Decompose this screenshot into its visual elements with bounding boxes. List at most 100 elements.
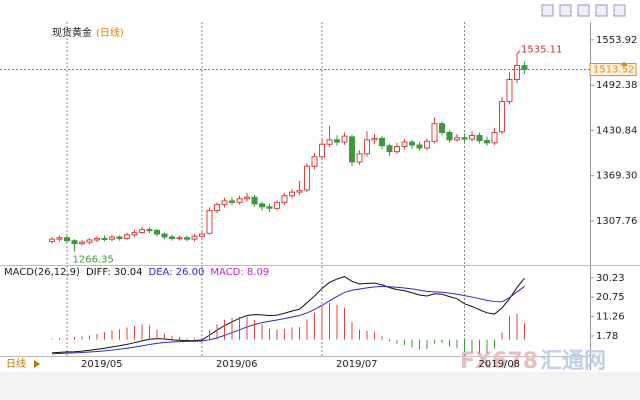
candle-body <box>521 65 528 71</box>
low-annotation: 1266.35 <box>73 254 114 265</box>
candle-body <box>266 206 273 209</box>
period-label[interactable]: 日线 <box>6 357 26 370</box>
candle-body <box>176 237 183 240</box>
y-tick-label: 1492.38 <box>596 80 637 91</box>
candle-body <box>356 153 363 163</box>
macd-line <box>51 276 525 354</box>
candle-body <box>446 131 453 141</box>
x-tick-label: 2019/07 <box>336 359 378 370</box>
candle-body <box>401 141 408 147</box>
candle-body <box>364 139 370 155</box>
candle-body <box>499 101 505 133</box>
candle-body <box>131 232 138 236</box>
legend-entry: DIFF: 30.04 <box>86 267 143 278</box>
candle-body <box>229 200 235 203</box>
y-tick-label: 1553.92 <box>596 35 637 46</box>
y-tick-label: 1430.84 <box>596 125 637 136</box>
candle-body <box>431 123 438 142</box>
candle-body <box>341 135 348 143</box>
candle-body <box>304 165 310 191</box>
candle-body <box>349 136 355 163</box>
toolbar-button[interactable] <box>559 4 572 17</box>
candle-body <box>274 201 280 209</box>
last-price-label: 1513.52 <box>593 65 634 76</box>
legend-entry: DEA: 26.00 <box>149 267 205 278</box>
period-arrow[interactable] <box>34 360 40 368</box>
candle-body <box>484 140 490 144</box>
candle-body <box>56 237 63 240</box>
candle-body <box>64 237 70 242</box>
x-tick-label: 2019/06 <box>216 359 258 370</box>
candle-body <box>319 143 325 158</box>
toolbar-button[interactable] <box>541 4 554 17</box>
candle-body <box>199 233 205 237</box>
chart-title: 现货黄金 <box>52 26 92 39</box>
candle-body <box>94 237 100 241</box>
candle-body <box>281 195 288 203</box>
candle-body <box>191 235 198 240</box>
candle-body <box>139 229 145 234</box>
candle-body <box>409 141 415 146</box>
macd-title: MACD(26,12,9) <box>4 267 80 278</box>
candle-body <box>311 156 318 167</box>
candle-body <box>461 137 468 140</box>
y-tick-label: 11.26 <box>596 312 625 323</box>
candle-body <box>214 204 220 211</box>
high-annotation: 1535.11 <box>521 45 562 56</box>
candle-body <box>71 240 78 245</box>
candle-body <box>439 123 445 133</box>
candle-body <box>221 200 228 206</box>
candle-body <box>251 196 258 205</box>
candle-body <box>334 139 340 143</box>
candle-body <box>154 229 160 235</box>
y-tick-label: 1307.76 <box>596 216 637 227</box>
candle-body <box>424 140 430 149</box>
candle-body <box>184 237 190 240</box>
candle-body <box>476 134 483 142</box>
legend-entry: MACD: 8.09 <box>210 267 269 278</box>
candle-body <box>49 238 55 242</box>
candle-body <box>469 134 475 140</box>
y-tick-label: 1.78 <box>596 331 618 342</box>
candle-body <box>236 198 243 203</box>
toolbar-button[interactable] <box>595 4 608 17</box>
candle-body <box>326 139 333 145</box>
candle-body <box>289 191 295 197</box>
y-tick-label: 20.75 <box>596 292 625 303</box>
candle-body <box>101 237 108 240</box>
watermark-brand: FX678 <box>460 349 538 374</box>
candle-body <box>244 196 250 200</box>
y-tick-label: 1369.30 <box>596 171 637 182</box>
macd-line <box>51 285 525 355</box>
x-tick-label: 2019/05 <box>81 359 123 370</box>
candle-body <box>491 131 498 144</box>
candle-body <box>514 65 520 81</box>
candle-body <box>506 79 513 103</box>
candle-body <box>259 203 265 208</box>
candle-body <box>116 236 123 239</box>
toolbar-button[interactable] <box>613 4 626 17</box>
toolbar-button[interactable] <box>577 4 590 17</box>
toolbar <box>541 4 626 17</box>
candle-body <box>454 137 460 141</box>
high-pointer <box>516 50 521 55</box>
last-price-arrow <box>620 61 628 66</box>
x-tick-label: 2019/08 <box>479 359 521 370</box>
candle-body <box>146 229 153 232</box>
candle-body <box>394 145 400 153</box>
candle-body <box>86 239 93 243</box>
candle-body <box>124 234 130 239</box>
candle-body <box>386 145 393 153</box>
footer-bar <box>0 372 640 400</box>
candle-body <box>79 241 85 245</box>
candle-body <box>206 209 213 234</box>
candle-body <box>161 233 168 238</box>
candle-body <box>379 137 385 147</box>
candle-body <box>109 236 115 240</box>
chart-subtitle: (日线) <box>96 26 124 39</box>
candle-body <box>371 137 378 141</box>
candle-body <box>416 144 423 149</box>
y-tick-label: 30.23 <box>596 273 625 284</box>
